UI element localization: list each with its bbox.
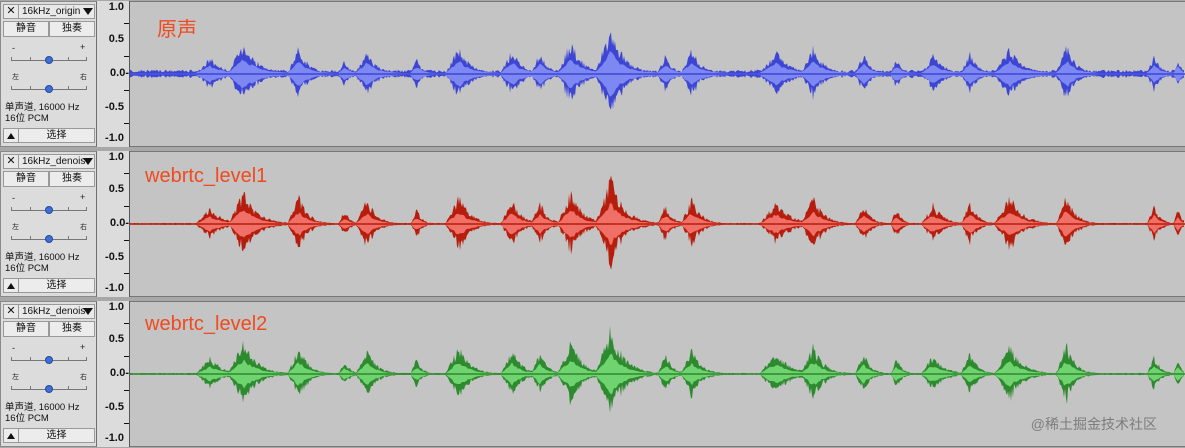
track-name: 16kHz_denois [22,156,86,167]
ruler-label-upper: 0.5 [108,333,124,345]
waveform-peak [130,175,1184,270]
pan-right-label: 右 [80,74,87,81]
select-track-button[interactable]: 选择 [19,428,95,443]
pan-slider[interactable] [11,85,87,93]
ruler-label-upper: 0.5 [108,183,124,195]
collapse-track-button[interactable] [3,128,19,143]
ruler-label-bottom: -1.0 [105,282,124,294]
pan-right-label: 右 [80,374,87,381]
gain-minus-label: - [12,43,15,53]
dropdown-arrow-icon [83,308,93,315]
track-name-menu[interactable]: 16kHz_denois [19,304,95,319]
track-webrtc-level2: ✕ 16kHz_denois 静音 独奏 - + 左 右 单声道, 16000 … [0,301,1185,447]
track-control-panel: ✕ 16kHz_denois 静音 独奏 - + 左 右 单声道, 16000 … [0,301,97,447]
collapse-up-icon [7,133,15,139]
mute-button[interactable]: 静音 [3,21,49,37]
track-format-info: 单声道, 16000 Hz [5,252,80,263]
pan-slider[interactable] [11,385,87,393]
select-track-button[interactable]: 选择 [19,128,95,143]
track-webrtc-level1: ✕ 16kHz_denois 静音 独奏 - + 左 右 单声道, 16000 … [0,151,1185,297]
close-track-button[interactable]: ✕ [3,154,19,169]
track-bitdepth-info: 16位 PCM [5,263,49,274]
ruler-label-top: 1.0 [108,301,124,313]
ruler-label-top: 1.0 [108,151,124,163]
waveform [130,32,1185,110]
dropdown-arrow-icon [83,8,93,15]
ruler-label-lower: -0.5 [105,101,124,113]
pan-right-label: 右 [80,224,87,231]
track-bitdepth-info: 16位 PCM [5,113,49,124]
gain-slider[interactable] [11,356,87,364]
gain-minus-label: - [12,193,15,203]
track-bitdepth-info: 16位 PCM [5,413,49,424]
track-name: 16kHz_denois [22,306,86,317]
watermark: @稀土掘金技术社区 [1030,416,1157,432]
waveform-area[interactable] [130,151,1185,297]
pan-slider-knob[interactable] [45,385,53,393]
gain-slider-knob[interactable] [45,356,53,364]
track-title-label: 原声 [157,19,197,41]
track-format-info: 单声道, 16000 Hz [5,102,80,113]
track-title-label: webrtc_level1 [145,165,268,187]
waveform-area[interactable] [130,1,1185,147]
mute-button[interactable]: 静音 [3,321,49,337]
gain-slider-knob[interactable] [45,56,53,64]
ruler-label-top: 1.0 [108,1,124,13]
solo-button[interactable]: 独奏 [49,171,95,187]
solo-button[interactable]: 独奏 [49,21,95,37]
track-control-panel: ✕ 16kHz_denois 静音 独奏 - + 左 右 单声道, 16000 … [0,151,97,297]
pan-slider[interactable] [11,235,87,243]
mute-button[interactable]: 静音 [3,171,49,187]
gain-minus-label: - [12,343,15,353]
gain-slider-knob[interactable] [45,206,53,214]
waveform [130,325,1185,414]
gain-plus-label: + [80,342,86,352]
pan-left-label: 左 [12,224,19,231]
ruler-label-lower: -0.5 [105,401,124,413]
close-track-button[interactable]: ✕ [3,4,19,19]
amplitude-ruler: 1.0 0.5 0.0- -0.5 -1.0 [97,151,130,297]
dropdown-arrow-icon [83,158,93,165]
track-original: ✕ 16kHz_origin 静音 独奏 - + 左 右 单声道, 16000 … [0,1,1185,147]
waveform-peak [130,325,1184,414]
waveform-area[interactable] [130,301,1185,447]
gain-slider[interactable] [11,56,87,64]
track-title-label: webrtc_level2 [145,313,268,335]
ruler-label-lower: -0.5 [105,251,124,263]
ruler-label-zero: 0.0- [110,67,129,79]
collapse-track-button[interactable] [3,278,19,293]
select-track-button[interactable]: 选择 [19,278,95,293]
waveform [130,175,1185,270]
track-control-panel: ✕ 16kHz_origin 静音 独奏 - + 左 右 单声道, 16000 … [0,1,97,147]
amplitude-ruler: 1.0 0.5 0.0- -0.5 -1.0 [97,301,130,447]
ruler-label-zero: 0.0- [110,217,129,229]
pan-left-label: 左 [12,74,19,81]
gain-plus-label: + [80,192,86,202]
pan-slider-knob[interactable] [45,85,53,93]
ruler-label-bottom: -1.0 [105,132,124,144]
ruler-label-upper: 0.5 [108,33,124,45]
track-format-info: 单声道, 16000 Hz [5,402,80,413]
pan-left-label: 左 [12,374,19,381]
collapse-up-icon [7,433,15,439]
track-name-menu[interactable]: 16kHz_origin [19,4,95,19]
amplitude-ruler: 1.0 0.5 0.0- -0.5 -1.0 [97,1,130,147]
track-name: 16kHz_origin [22,6,81,17]
ruler-label-zero: 0.0- [110,367,129,379]
gain-slider[interactable] [11,206,87,214]
pan-slider-knob[interactable] [45,235,53,243]
ruler-label-bottom: -1.0 [105,432,124,444]
gain-plus-label: + [80,42,86,52]
collapse-up-icon [7,283,15,289]
solo-button[interactable]: 独奏 [49,321,95,337]
collapse-track-button[interactable] [3,428,19,443]
track-name-menu[interactable]: 16kHz_denois [19,154,95,169]
close-track-button[interactable]: ✕ [3,304,19,319]
